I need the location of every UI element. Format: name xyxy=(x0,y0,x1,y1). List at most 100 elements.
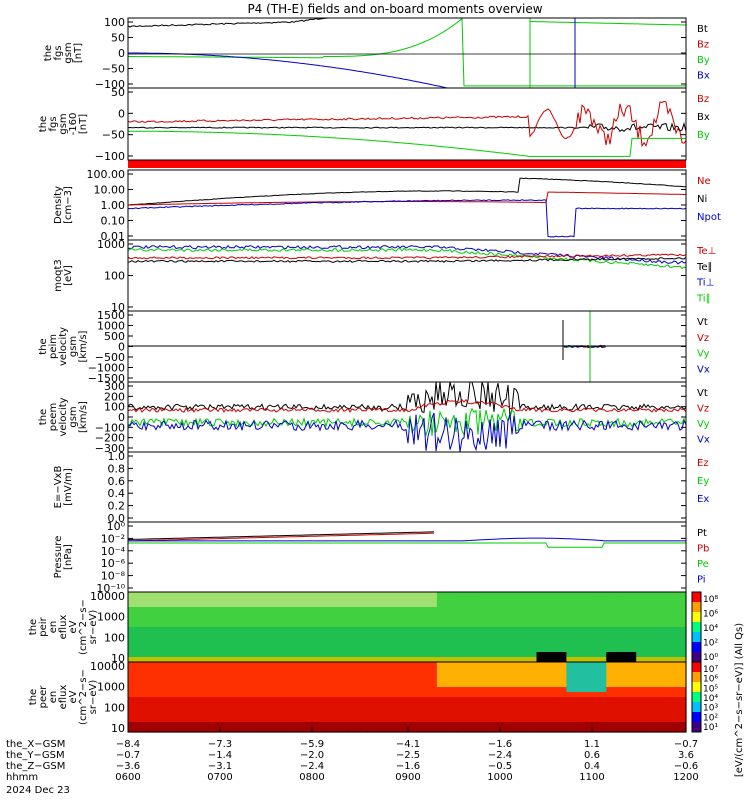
heat-cell xyxy=(456,607,468,613)
heat-cell xyxy=(626,662,637,668)
heat-cell xyxy=(546,597,558,603)
heat-cell xyxy=(227,682,239,688)
heat-cell xyxy=(636,592,647,598)
heat-cell xyxy=(377,622,388,628)
y-axis-title: en xyxy=(48,691,59,704)
heat-cell xyxy=(167,697,179,703)
heat-cell xyxy=(426,657,438,663)
heat-cell xyxy=(646,627,657,633)
heat-cell xyxy=(157,662,169,668)
heat-cell xyxy=(556,672,568,678)
heat-cell xyxy=(277,722,289,728)
heat-cell xyxy=(576,592,587,598)
heat-cell xyxy=(586,597,597,603)
heat-cell xyxy=(377,702,388,708)
heat-cell xyxy=(506,692,518,698)
heat-cell xyxy=(267,707,279,713)
heat-cell xyxy=(317,647,328,653)
heat-cell xyxy=(347,657,358,663)
heat-cell xyxy=(536,682,548,688)
heat-cell xyxy=(217,617,229,623)
heat-cell xyxy=(476,592,488,598)
heat-cell xyxy=(486,627,498,633)
heat-cell xyxy=(317,682,328,688)
colorbar-tick-label: 10⁷ xyxy=(703,665,718,675)
heat-cell xyxy=(486,722,498,728)
heat-cell xyxy=(177,692,189,698)
y-axis-title: sr−eV) xyxy=(88,610,99,645)
heat-cell xyxy=(267,647,279,653)
heat-cell xyxy=(187,637,199,643)
heat-cell xyxy=(586,717,597,723)
heat-cell xyxy=(656,697,667,703)
heat-cell xyxy=(656,642,667,648)
heat-cell xyxy=(666,602,677,608)
y-axis-title: the xyxy=(28,619,39,635)
heat-cell xyxy=(307,637,318,643)
heat-cell xyxy=(407,687,418,693)
heat-cell xyxy=(606,647,617,653)
heat-cell xyxy=(397,657,408,663)
heat-cell xyxy=(207,687,219,693)
heat-cell xyxy=(486,612,498,618)
heat-cell xyxy=(267,612,279,618)
heat-cell xyxy=(297,632,308,638)
heat-cell xyxy=(486,667,498,673)
series-by xyxy=(128,17,686,87)
heat-cell xyxy=(486,637,498,643)
heat-cell xyxy=(367,717,378,723)
heat-cell xyxy=(436,652,448,658)
heat-cell xyxy=(596,712,607,718)
heat-cell xyxy=(626,707,637,713)
heat-cell xyxy=(128,652,139,658)
heat-cell xyxy=(616,727,627,733)
heat-cell xyxy=(307,627,318,633)
heat-cell xyxy=(506,647,518,653)
x-tick-label: −0.7 xyxy=(116,750,140,761)
heat-cell xyxy=(167,642,179,648)
heat-cell xyxy=(207,617,219,623)
heat-cell xyxy=(466,607,478,613)
heat-cell xyxy=(367,632,378,638)
y-tick-label: −100 xyxy=(95,78,125,91)
heat-cell xyxy=(327,657,338,663)
heat-cell xyxy=(636,727,647,733)
heat-cell xyxy=(147,647,159,653)
heat-cell xyxy=(526,662,538,668)
heat-cell xyxy=(566,712,577,718)
heat-cell xyxy=(128,592,139,598)
heat-cell xyxy=(267,637,279,643)
heat-cell xyxy=(397,627,408,633)
heat-cell xyxy=(436,667,448,673)
heat-cell xyxy=(417,622,428,628)
series-bx2 xyxy=(127,121,687,133)
heat-cell xyxy=(666,622,677,628)
heat-cell xyxy=(636,617,647,623)
colorbar-band xyxy=(692,592,701,603)
heat-cell xyxy=(566,637,577,643)
heat-cell xyxy=(257,712,269,718)
heat-cell xyxy=(566,612,577,618)
heat-cell xyxy=(227,647,239,653)
heat-cell xyxy=(237,687,249,693)
heat-cell xyxy=(616,622,627,628)
heat-cell xyxy=(586,682,597,688)
heat-cell xyxy=(546,602,558,608)
heat-cell xyxy=(596,682,607,688)
heat-cell xyxy=(157,647,169,653)
heat-cell xyxy=(526,652,538,658)
heat-cell xyxy=(257,632,269,638)
heat-cell xyxy=(466,692,478,698)
heat-cell xyxy=(147,602,159,608)
heat-cell xyxy=(147,717,159,723)
heat-cell xyxy=(536,712,548,718)
heat-cell xyxy=(646,682,657,688)
heat-cell xyxy=(347,647,358,653)
heat-cell xyxy=(207,702,219,708)
heat-cell xyxy=(566,717,577,723)
heat-cell xyxy=(426,617,438,623)
heat-cell xyxy=(307,702,318,708)
heat-cell xyxy=(157,607,169,613)
